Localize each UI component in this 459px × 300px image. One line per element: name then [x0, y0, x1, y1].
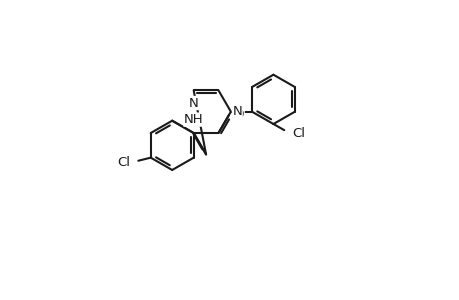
Text: O: O: [233, 108, 244, 122]
Text: Cl: Cl: [291, 127, 304, 140]
Text: Cl: Cl: [118, 156, 130, 169]
Text: N: N: [188, 97, 198, 110]
Text: NH: NH: [184, 113, 203, 126]
Text: N: N: [232, 105, 241, 118]
